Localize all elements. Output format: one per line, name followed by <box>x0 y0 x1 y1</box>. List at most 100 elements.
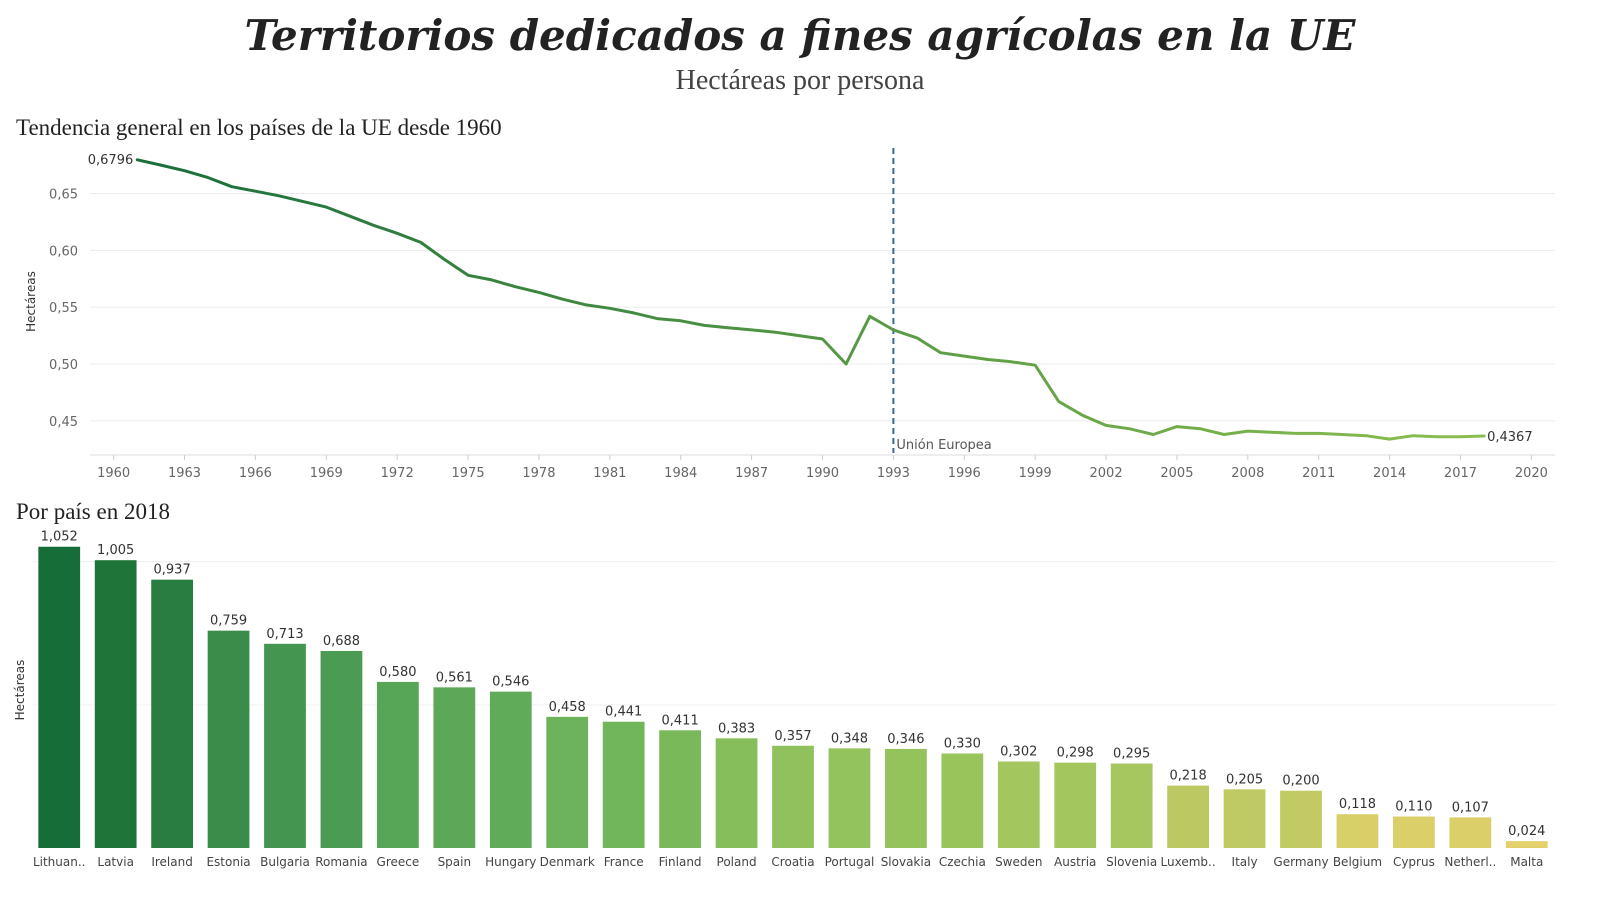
x-tick-label: 1981 <box>593 466 626 481</box>
last-value-label: 0,4367 <box>1487 430 1533 445</box>
bar-value-label: 0,218 <box>1170 769 1207 784</box>
category-label: Netherl.. <box>1444 855 1496 869</box>
bar-value-label: 0,546 <box>492 675 529 690</box>
x-tick-label: 1966 <box>239 466 272 481</box>
category-label: Ireland <box>151 855 193 869</box>
bar-value-label: 0,330 <box>944 737 981 752</box>
bar <box>377 681 419 848</box>
x-tick-label: 2020 <box>1515 466 1548 481</box>
category-label: Greece <box>377 855 420 869</box>
bar-value-label: 1,052 <box>41 530 78 545</box>
bar-value-label: 0,107 <box>1452 800 1489 815</box>
bar-value-label: 0,302 <box>1000 745 1037 760</box>
bar-value-label: 0,580 <box>379 665 416 680</box>
series-line <box>135 158 1486 441</box>
bar <box>320 650 363 848</box>
x-tick-label: 1999 <box>1019 466 1052 481</box>
bar-value-label: 0,411 <box>662 713 699 728</box>
bar <box>489 691 532 848</box>
bar-value-label: 0,205 <box>1226 772 1263 787</box>
bar <box>264 643 306 848</box>
x-tick-label: 2005 <box>1160 466 1193 481</box>
category-label: Spain <box>438 855 472 869</box>
y-axis-label: Hectáreas <box>13 660 27 721</box>
category-label: Austria <box>1054 855 1096 869</box>
x-tick-label: 1990 <box>806 466 839 481</box>
first-value-label: 0,6796 <box>88 153 134 168</box>
bar-chart-title: Por país en 2018 <box>16 499 170 524</box>
bar <box>1167 785 1209 848</box>
bar <box>772 745 814 848</box>
bar <box>94 560 137 848</box>
x-tick-label: 2011 <box>1302 466 1335 481</box>
bar <box>997 761 1040 848</box>
bar-value-label: 0,937 <box>154 563 191 578</box>
category-label: Belgium <box>1333 855 1382 869</box>
category-label: Latvia <box>97 855 134 869</box>
x-tick-label: 1972 <box>381 466 414 481</box>
y-tick-label: 0,65 <box>49 187 78 202</box>
category-label: Luxemb.. <box>1161 855 1216 869</box>
line-chart: 0,65 0,60 0,55 0,50 0,45 1960 1963 1966 1969 1972… <box>24 148 1555 481</box>
category-label: Czechia <box>939 855 986 869</box>
x-tick-label: 1960 <box>97 466 130 481</box>
bar-value-label: 0,561 <box>436 670 473 685</box>
bar-chart: Hectáreas 1,052 Lithuan.. 1,005 Latvia 0,937 I… <box>13 530 1555 869</box>
bar <box>602 721 645 848</box>
bar-value-label: 0,713 <box>266 627 303 642</box>
bar-value-label: 0,759 <box>210 614 247 629</box>
x-tick-label: 2017 <box>1444 466 1477 481</box>
y-axis-label: Hectáreas <box>24 271 38 332</box>
category-label: Finland <box>659 855 702 869</box>
bar-value-label: 0,110 <box>1395 800 1432 815</box>
x-tick-label: 2008 <box>1231 466 1264 481</box>
category-label: Lithuan.. <box>33 855 86 869</box>
y-tick-label: 0,55 <box>49 301 78 316</box>
bar-value-label: 0,441 <box>605 705 642 720</box>
x-tick-label: 1975 <box>452 466 485 481</box>
bar-value-label: 0,458 <box>549 700 586 715</box>
x-tick-label: 1993 <box>877 466 910 481</box>
x-tick-label: 1978 <box>522 466 555 481</box>
bar-value-label: 0,357 <box>774 729 811 744</box>
bar-value-label: 0,348 <box>831 731 868 746</box>
category-label: Germany <box>1273 855 1328 869</box>
category-label: Bulgaria <box>260 855 310 869</box>
bar <box>941 753 984 848</box>
x-tick-label: 1963 <box>168 466 201 481</box>
bar <box>546 716 589 848</box>
category-label: Slovenia <box>1106 855 1157 869</box>
category-label: Malta <box>1510 855 1543 869</box>
category-label: Croatia <box>771 855 814 869</box>
bar <box>1393 816 1435 848</box>
bar <box>715 738 758 848</box>
line-chart-title: Tendencia general en los países de la UE… <box>16 115 502 140</box>
bar <box>885 748 927 848</box>
bar <box>1110 763 1153 848</box>
bar <box>433 687 476 848</box>
bar <box>1505 841 1548 848</box>
category-label: France <box>604 855 644 869</box>
bar <box>1223 789 1266 848</box>
bar <box>38 546 81 848</box>
category-label: Poland <box>717 855 757 869</box>
x-tick-label: 1996 <box>948 466 981 481</box>
category-label: Cyprus <box>1393 855 1435 869</box>
bar-value-label: 0,024 <box>1508 824 1545 839</box>
bar <box>1336 814 1379 848</box>
bar <box>828 748 871 848</box>
category-label: Denmark <box>540 855 595 869</box>
bar <box>1054 762 1097 848</box>
x-tick-label: 1984 <box>664 466 697 481</box>
bar-value-label: 1,005 <box>97 543 134 558</box>
page-subtitle: Hectáreas por persona <box>675 65 925 96</box>
category-label: Romania <box>315 855 367 869</box>
x-tick-label: 2002 <box>1090 466 1123 481</box>
category-label: Estonia <box>206 855 250 869</box>
bar <box>659 730 701 848</box>
y-tick-label: 0,60 <box>49 244 78 259</box>
bar <box>151 579 193 848</box>
bar-value-label: 0,688 <box>323 634 360 649</box>
x-tick-label: 2014 <box>1373 466 1406 481</box>
